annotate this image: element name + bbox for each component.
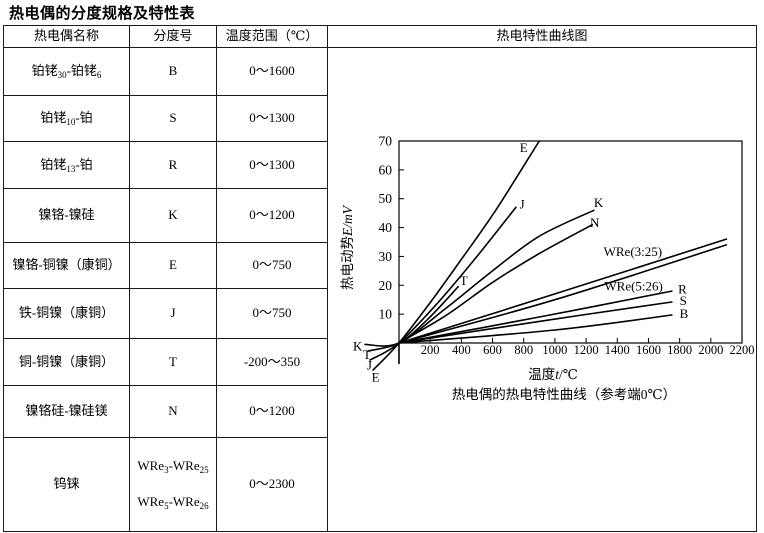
temperature-range: 0～2300	[216, 437, 328, 532]
curve-T	[367, 285, 459, 352]
graduation-code: B	[129, 47, 217, 96]
curve-label-K: K	[594, 195, 604, 210]
thermocouple-name: 铂铑13-铂	[3, 141, 130, 189]
y-tick-label: 50	[379, 191, 393, 206]
thermocouple-spec-table: 热电偶名称 分度号 温度范围（℃） 热电特性曲线图 铂铑30-铂铑6 B 0～1…	[3, 25, 757, 532]
x-tick-label: 2200	[730, 343, 755, 357]
x-tick-label: 600	[483, 343, 502, 357]
temperature-range: 0～1300	[216, 95, 328, 142]
chart-caption: 热电偶的热电特性曲线（参考端0℃）	[452, 386, 676, 402]
graduation-code: E	[129, 242, 217, 289]
table-row: 镍铬硅-镍硅镁 N 0～1200	[3, 385, 757, 438]
code-line: WRe5-WRe26	[137, 494, 209, 511]
curve-N	[398, 223, 594, 344]
table-row: 铜-铜镍（康铜） T -200～350	[3, 338, 757, 386]
curve-E	[372, 140, 541, 371]
curve-label-S: S	[680, 293, 687, 308]
x-tick-label: 1800	[667, 343, 692, 357]
x-tick-label: 1600	[636, 343, 661, 357]
curve-label-R: R	[678, 282, 687, 297]
x-tick-label: 200	[421, 343, 440, 357]
curve-label-E: E	[520, 140, 528, 155]
curve-label-J: J	[520, 196, 525, 211]
x-axis-title: 温度t/℃	[528, 367, 578, 382]
code-line: WRe3-WRe25	[137, 458, 209, 476]
graduation-code: N	[129, 385, 217, 438]
temperature-range: 0～1200	[216, 385, 328, 438]
y-tick-label: 70	[379, 134, 393, 149]
curve-WRe(3:25)	[398, 238, 728, 344]
curve-label-WRe(5:26): WRe(5:26)	[604, 279, 662, 294]
header-row: 热电偶名称 分度号 温度范围（℃） 热电特性曲线图	[3, 25, 757, 48]
curve-WRe(5:26)	[398, 244, 728, 344]
x-tick-label: 800	[514, 343, 533, 357]
thermocouple-name: 钨铼	[3, 437, 130, 532]
thermocouple-name: 铂铑10-铂	[3, 95, 130, 142]
y-tick-label: 20	[379, 278, 393, 293]
thermocouple-name: 铂铑30-铂铑6	[3, 47, 130, 96]
graduation-code: S	[129, 95, 217, 142]
x-tick-label: 1400	[605, 343, 630, 357]
col-header-range: 温度范围（℃）	[216, 25, 328, 48]
plot-frame	[398, 140, 743, 344]
table-row: 钨铼 WRe3-WRe25 WRe5-WRe26 0～2300	[3, 437, 757, 532]
curve-label-WRe(3:25): WRe(3:25)	[604, 244, 662, 259]
y-axis-title: 热电动势E/mV	[340, 204, 355, 290]
table-row: 铁-铜镍（康铜） J 0～750	[3, 288, 757, 339]
graduation-code: T	[129, 338, 217, 386]
curve-label-T: T	[460, 273, 468, 288]
y-tick-label: 10	[379, 307, 393, 322]
graduation-code: J	[129, 288, 217, 339]
y-tick-label: 40	[379, 220, 393, 235]
col-header-code: 分度号	[129, 25, 217, 48]
col-header-chart: 热电特性曲线图	[327, 25, 757, 48]
curve-label-B: B	[680, 306, 689, 321]
temperature-range: 0～1200	[216, 188, 328, 243]
curve-label-N: N	[590, 215, 600, 230]
x-tick-label: 1000	[542, 343, 567, 357]
curve-label-T: T	[363, 347, 371, 362]
x-tick-label: 1200	[574, 343, 599, 357]
graduation-code: WRe3-WRe25 WRe5-WRe26	[129, 437, 217, 532]
curve-label-J: J	[367, 358, 372, 373]
curve-S	[398, 301, 673, 344]
thermocouple-name: 镍铬硅-镍硅镁	[3, 385, 130, 438]
temperature-range: 0～750	[216, 242, 328, 289]
graduation-code: R	[129, 141, 217, 189]
x-tick-label: 400	[452, 343, 471, 357]
curve-label-K: K	[353, 338, 363, 353]
y-tick-label: 30	[379, 249, 393, 264]
thermocouple-name: 铁-铜镍（康铜）	[3, 288, 130, 339]
page-title: 热电偶的分度规格及特性表	[9, 6, 196, 22]
col-header-name: 热电偶名称	[3, 25, 130, 48]
table-row: 镍铬-镍硅 K 0～1200	[3, 188, 757, 243]
curve-B	[398, 314, 673, 344]
graduation-code-lines: WRe3-WRe25 WRe5-WRe26	[130, 438, 216, 531]
characteristic-curve-chart: 200 400 600 800 1000 1200 1400 1600 1800 2000 2200…	[340, 134, 755, 403]
chart-cell: 200 400 600 800 1000 1200 1400 1600 1800 2000 2200…	[327, 47, 757, 532]
chart-dynamic-layer: 200 400 600 800 1000 1200 1400 1600 1800 2000 2200…	[353, 134, 755, 385]
temperature-range: -200～350	[216, 338, 328, 386]
thermocouple-name: 镍铬-镍硅	[3, 188, 130, 243]
temperature-range: 0～1300	[216, 141, 328, 189]
table-row: 铂铑13-铂 R 0～1300	[3, 141, 757, 189]
table-row: 铂铑10-铂 S 0～1300	[3, 95, 757, 142]
curve-R	[398, 290, 673, 344]
temperature-range: 0～750	[216, 288, 328, 339]
curve-label-E: E	[372, 370, 380, 385]
table-row: 铂铑30-铂铑6 B 0～1600 200 400 600 800 1000 1200 14…	[3, 47, 757, 532]
curve-J	[369, 206, 517, 361]
temperature-range: 0～1600	[216, 47, 328, 96]
thermocouple-name: 铜-铜镍（康铜）	[3, 338, 130, 386]
x-tick-label: 2000	[698, 343, 723, 357]
thermocouple-name: 镍铬-铜镍（康铜）	[3, 242, 130, 289]
graduation-code: K	[129, 188, 217, 243]
y-tick-label: 60	[379, 162, 393, 177]
